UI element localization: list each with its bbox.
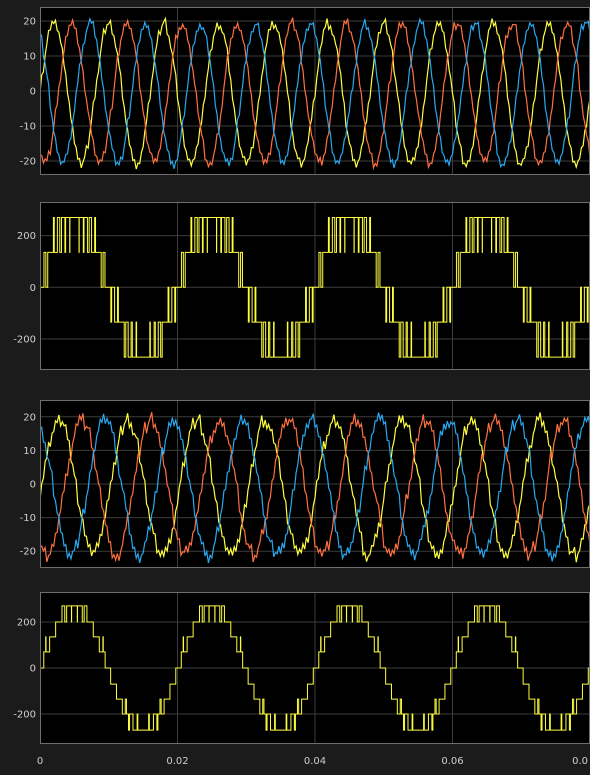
series-line-3 <box>40 412 590 564</box>
series-line-2 <box>40 412 590 563</box>
y-tick-label: -200 <box>13 334 36 345</box>
y-tick-label: 0 <box>30 87 36 98</box>
y-tick-label: 10 <box>23 446 36 457</box>
y-tick-label: 0 <box>30 480 36 491</box>
x-tick-label: 0.06 <box>441 756 463 767</box>
y-tick-label: -20 <box>20 157 36 168</box>
series-line-1 <box>40 217 590 358</box>
x-tick-label: 0.04 <box>304 756 326 767</box>
scope-axes-1: 20 10 0 -10 -20 <box>20 7 590 175</box>
series-line-1 <box>40 412 590 563</box>
scope-axes-3: 20 10 0 -10 -20 <box>20 400 590 568</box>
x-tick-label: 0.0 <box>572 756 588 767</box>
y-tick-label: 10 <box>23 52 36 63</box>
y-tick-label: 20 <box>23 412 36 423</box>
series-line-3 <box>40 16 590 169</box>
scope-axes-2: 200 0 -200 <box>13 202 590 370</box>
series-line-2 <box>40 17 590 171</box>
y-tick-label: -20 <box>20 547 36 558</box>
y-tick-label: 20 <box>23 17 36 28</box>
series-line-1 <box>40 605 590 731</box>
y-tick-label: 0 <box>30 664 36 675</box>
y-tick-label: 200 <box>17 617 36 628</box>
y-tick-label: -10 <box>20 122 36 133</box>
series-line-1 <box>40 16 590 170</box>
x-tick-label: 0.02 <box>166 756 188 767</box>
y-tick-label: -200 <box>13 710 36 721</box>
scope-axes-4: 200 0 -200 <box>13 592 590 744</box>
y-tick-label: -10 <box>20 513 36 524</box>
x-tick-label: 0 <box>37 756 43 767</box>
y-tick-label: 200 <box>17 231 36 242</box>
y-tick-label: 0 <box>30 283 36 294</box>
